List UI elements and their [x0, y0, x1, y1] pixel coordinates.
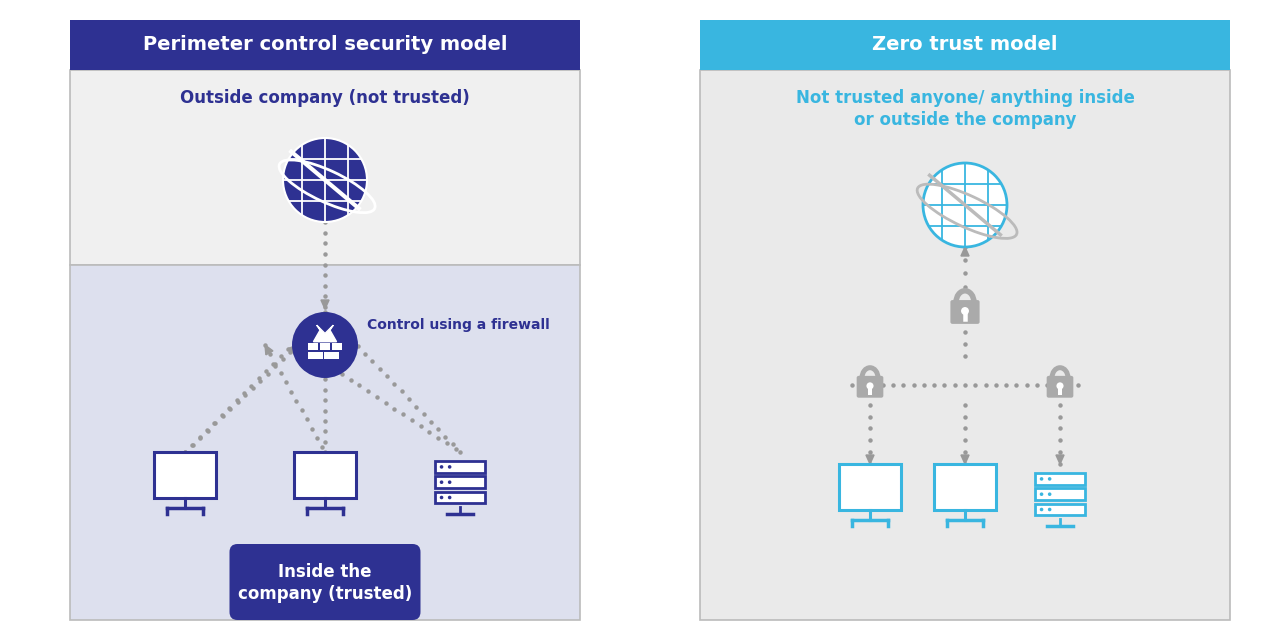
- FancyBboxPatch shape: [435, 461, 485, 473]
- Circle shape: [867, 383, 873, 390]
- Text: Inside the: Inside the: [278, 563, 371, 581]
- FancyBboxPatch shape: [154, 452, 216, 498]
- Circle shape: [923, 163, 1007, 247]
- FancyBboxPatch shape: [838, 464, 901, 510]
- Polygon shape: [321, 312, 329, 321]
- FancyBboxPatch shape: [294, 452, 356, 498]
- FancyBboxPatch shape: [70, 70, 580, 265]
- Circle shape: [1056, 383, 1064, 390]
- Circle shape: [292, 312, 358, 378]
- Polygon shape: [265, 345, 273, 355]
- Circle shape: [440, 496, 443, 500]
- Circle shape: [448, 480, 452, 484]
- Circle shape: [448, 496, 452, 500]
- Text: Control using a firewall: Control using a firewall: [367, 318, 549, 332]
- Text: company (trusted): company (trusted): [238, 585, 412, 603]
- Polygon shape: [298, 345, 307, 354]
- FancyBboxPatch shape: [70, 20, 580, 70]
- Circle shape: [1039, 493, 1043, 496]
- FancyBboxPatch shape: [700, 20, 1230, 70]
- Text: or outside the company: or outside the company: [854, 111, 1076, 129]
- Circle shape: [1048, 508, 1051, 511]
- FancyBboxPatch shape: [856, 376, 883, 397]
- Polygon shape: [314, 325, 337, 341]
- FancyBboxPatch shape: [1047, 376, 1074, 397]
- Polygon shape: [961, 455, 969, 464]
- FancyBboxPatch shape: [1036, 488, 1084, 500]
- FancyBboxPatch shape: [950, 300, 979, 324]
- FancyBboxPatch shape: [332, 343, 342, 350]
- Circle shape: [1048, 477, 1051, 481]
- Circle shape: [1048, 493, 1051, 496]
- Polygon shape: [321, 300, 329, 309]
- FancyBboxPatch shape: [435, 492, 485, 503]
- Circle shape: [1039, 477, 1043, 481]
- Text: Zero trust model: Zero trust model: [872, 35, 1057, 55]
- Circle shape: [440, 480, 443, 484]
- Circle shape: [448, 465, 452, 469]
- Polygon shape: [316, 312, 325, 322]
- FancyBboxPatch shape: [70, 265, 580, 620]
- Circle shape: [440, 465, 443, 469]
- Circle shape: [283, 138, 367, 222]
- FancyBboxPatch shape: [934, 464, 996, 510]
- FancyBboxPatch shape: [308, 352, 323, 359]
- FancyBboxPatch shape: [435, 476, 485, 488]
- FancyBboxPatch shape: [1036, 503, 1084, 515]
- Polygon shape: [961, 247, 969, 256]
- FancyBboxPatch shape: [700, 70, 1230, 620]
- Polygon shape: [1056, 455, 1064, 464]
- FancyBboxPatch shape: [308, 343, 317, 350]
- FancyBboxPatch shape: [229, 544, 421, 620]
- Polygon shape: [867, 455, 874, 464]
- Circle shape: [961, 307, 969, 315]
- FancyBboxPatch shape: [324, 352, 339, 359]
- Circle shape: [1039, 508, 1043, 511]
- FancyBboxPatch shape: [1036, 473, 1084, 485]
- Text: Not trusted anyone/ anything inside: Not trusted anyone/ anything inside: [796, 89, 1134, 107]
- Text: Outside company (not trusted): Outside company (not trusted): [180, 89, 470, 107]
- Polygon shape: [325, 312, 334, 322]
- FancyBboxPatch shape: [320, 343, 330, 350]
- Text: Perimeter control security model: Perimeter control security model: [143, 35, 507, 55]
- Polygon shape: [289, 345, 298, 354]
